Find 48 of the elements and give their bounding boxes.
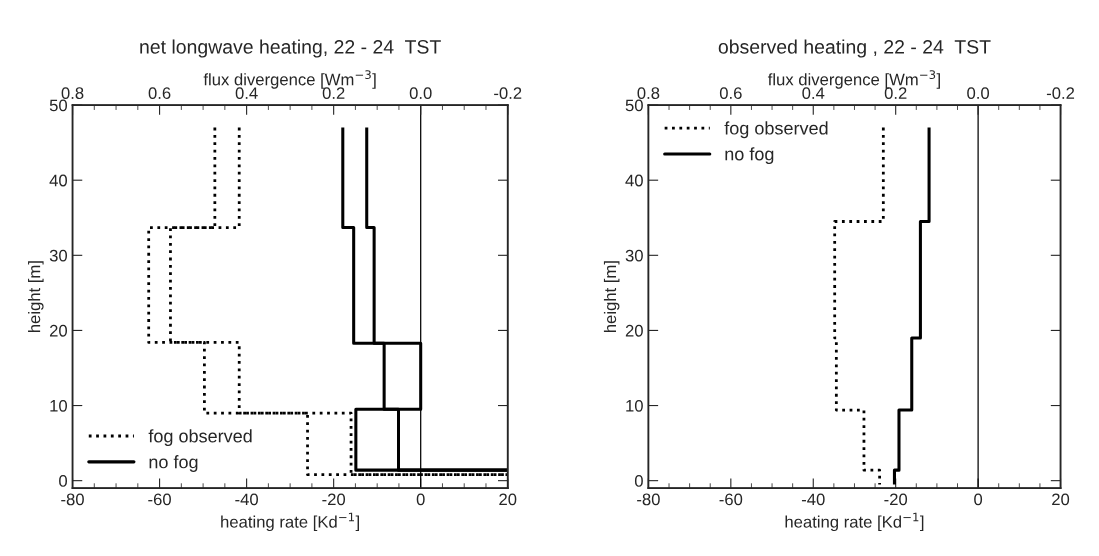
y-tick-label: 30 [49,249,68,262]
legend-label: no fog [149,455,198,472]
y-tick-label: 20 [49,324,68,337]
y-axis-title: height [m] [603,261,620,333]
x-axis-title: heating rate [Kd$^{−1}$] [221,512,359,532]
x-tick-label: -80 [61,493,84,506]
x2-tick-label: 0.2 [322,87,345,100]
x2-tick-label: 0.0 [409,87,432,100]
y-axis-title: height [m] [28,261,44,333]
x-tick-label: 20 [1052,493,1070,506]
x2-tick-label: -0.2 [1046,87,1075,100]
x-tick-label: -40 [235,493,259,506]
y-tick-label: 50 [625,99,643,112]
x-tick-label: 20 [499,493,517,506]
x2-tick-label: 0.4 [235,87,258,100]
legend-label: fog observed [148,429,252,447]
x2-tick-label: 0.0 [967,87,990,100]
x-tick-label: 0 [974,493,983,506]
x-tick-label: 0 [416,493,425,506]
y-tick-label: 30 [625,249,643,262]
x2-tick-label: 0.8 [61,87,84,100]
x-axis-title: heating rate [Kd$^{−1}$] [785,512,924,532]
x2-axis-title: flux divergence [Wm$^{−3}$] [203,70,376,89]
y-tick-label: 0 [59,475,68,487]
legend-label: no fog [725,147,774,165]
y-tick-label: 40 [625,174,643,187]
x-tick-label: -20 [884,493,908,506]
x2-tick-label: 0.6 [719,87,742,100]
x-tick-label: -20 [322,493,346,506]
x2-tick-label: 0.2 [884,87,907,100]
y-tick-label: 40 [49,174,68,187]
y-tick-label: 50 [49,99,68,112]
x2-tick-label: 0.4 [802,87,825,100]
x-tick-label: -80 [637,493,660,506]
y-tick-label: 20 [625,324,643,337]
x-tick-label: -60 [719,493,743,506]
x2-tick-label: 0.6 [148,87,171,100]
x-tick-label: -60 [148,493,171,506]
legend-label: fog observed [724,121,828,139]
y-tick-label: 10 [626,399,643,412]
y-tick-label: 10 [50,399,68,412]
y-tick-label: 0 [634,475,643,487]
x2-axis-title: flux divergence [Wm$^{−3}$] [767,70,940,89]
x-tick-label: -40 [801,493,825,506]
chart-title: observed heating , 22 - 24 TST [718,39,991,58]
x2-tick-label: -0.2 [494,87,522,100]
x2-tick-label: 0.8 [637,87,660,100]
chart-title: net longwave heating, 22 - 24 TST [140,39,441,58]
